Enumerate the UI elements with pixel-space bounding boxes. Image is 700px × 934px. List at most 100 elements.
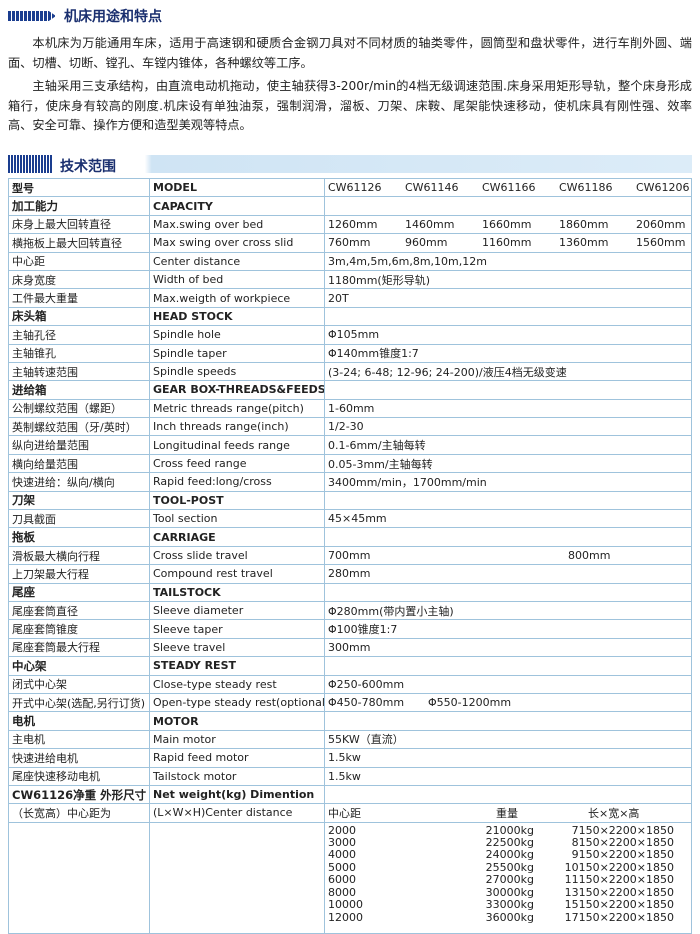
cn-label: 闭式中心架: [8, 674, 150, 694]
en-label: Width of bed: [149, 269, 325, 290]
en-label: Inch threads range(inch): [149, 417, 325, 437]
value-cell: 1-60mm: [324, 398, 692, 419]
value-cell: [324, 711, 692, 731]
value-cell: 中心距 重量 长×宽×高: [324, 803, 692, 823]
value: 280mm: [328, 567, 371, 581]
value: CW61146: [405, 181, 459, 195]
cn-label: 主轴转速范围: [8, 361, 150, 382]
value-cell: [324, 656, 692, 676]
cn-label: 滑板最大横向行程: [8, 545, 150, 566]
cn-label: 拖板: [8, 527, 150, 547]
table-row: 尾座套筒最大行程 Sleeve travel 300mm: [8, 637, 692, 658]
value-cell: Φ105mm: [324, 325, 692, 345]
value: CW61186: [559, 181, 613, 195]
value-cell: 300mm: [324, 637, 692, 658]
value: Φ550-1200mm: [428, 696, 512, 710]
cn-label: （长宽高）中心距为: [8, 803, 150, 823]
table-row: 工件最大重量 Max.weigth of workpiece 20T: [8, 288, 692, 308]
value: 1/2-30: [328, 420, 364, 434]
value: 3400mm/min，1700mm/min: [328, 475, 487, 489]
en-label: Max.weigth of workpiece: [149, 288, 325, 308]
value-cell: [324, 196, 692, 216]
en-label: Center distance: [149, 251, 325, 271]
cn-label: 公制螺纹范围（螺距）: [8, 398, 150, 419]
value-cell: 55KW（直流）: [324, 729, 692, 750]
dims-value: 7150×2200×1850: [571, 823, 674, 837]
dims-value: 25500kg: [485, 860, 534, 874]
value-cell: Φ250-600mm: [324, 674, 692, 694]
value: Φ450-780mm: [328, 696, 405, 710]
section-header: 技术范围: [8, 155, 692, 175]
value-cell: 2000 21000kg 7150×2200×1850 3000 22500kg 8150…: [324, 821, 692, 934]
cn-label: 型号: [8, 177, 150, 198]
value: 760mm: [328, 236, 371, 250]
en-label: GEAR BOX-THREADS&FEEDS: [149, 380, 325, 400]
table-row: 刀具截面 Tool section 45×45mm: [8, 509, 692, 529]
value: 0.1-6mm/主轴每转: [328, 439, 426, 453]
value: Φ250-600mm: [328, 677, 405, 691]
header-icon: [8, 155, 143, 173]
en-label: Max.swing over bed: [149, 214, 325, 235]
table-row: 尾座套筒直径 Sleeve diameter Φ280mm(带内置小主轴): [8, 600, 692, 621]
cn-label: 横向给量范围: [8, 453, 150, 474]
en-label: Open-type steady rest(optional): [149, 692, 325, 713]
dims-value: 6000: [328, 873, 356, 887]
dims-line: 12000 36000kg 17150×2200×1850: [328, 911, 688, 924]
table-row: 纵向进给量范围 Longitudinal feeds range 0.1-6mm/主…: [8, 435, 692, 455]
table-row: 进给箱 GEAR BOX-THREADS&FEEDS: [8, 380, 692, 400]
dims-line: 3000 22500kg 8150×2200×1850: [328, 836, 688, 850]
en-label: Sleeve diameter: [149, 600, 325, 621]
dims-value: 10150×2200×1850: [564, 860, 674, 874]
value-cell: 45×45mm: [324, 509, 692, 529]
en-label: STEADY REST: [149, 656, 325, 676]
paragraph: 主轴采用三支承结构，由直流电动机拖动，使主轴获得3-200r/min的4档无级调…: [8, 79, 692, 132]
value: CW61126: [328, 181, 382, 195]
value-cell: 20T: [324, 288, 692, 308]
en-label: Longitudinal feeds range: [149, 435, 325, 455]
table-row: 横向给量范围 Cross feed range 0.05-3mm/主轴每转: [8, 453, 692, 474]
en-label: Rapid feed motor: [149, 748, 325, 768]
value-cell: 3400mm/min，1700mm/min: [324, 472, 692, 492]
dims-value: 15150×2200×1850: [564, 898, 674, 912]
cn-label: 横拖板上最大回转直径: [8, 233, 150, 253]
table-row: 闭式中心架 Close-type steady rest Φ250-600mm: [8, 674, 692, 694]
value: (3-24; 6-48; 12-96; 24-200)/液压4档无级变速: [328, 365, 567, 379]
table-row: 快速进给电机 Rapid feed motor 1.5kw: [8, 748, 692, 768]
value: 2060mm: [636, 217, 686, 231]
value-cell: 0.05-3mm/主轴每转: [324, 453, 692, 474]
dims-value: 2000: [328, 823, 356, 837]
en-label: Tailstock motor: [149, 766, 325, 786]
en-label: TOOL-POST: [149, 490, 325, 511]
value: CW61206: [636, 181, 690, 195]
dims-value: 21000kg: [485, 823, 534, 837]
dims-value: 8150×2200×1850: [571, 836, 674, 850]
en-label: Max swing over cross slid: [149, 233, 325, 253]
en-label: Compound rest travel: [149, 564, 325, 584]
value: 1360mm: [559, 236, 609, 250]
paragraph: 本机床为万能通用车床，适用于高速钢和硬质合金钢刀具对不同材质的轴类零件，圆筒型和…: [8, 36, 692, 70]
en-label: Cross feed range: [149, 453, 325, 474]
value: 长×宽×高: [588, 806, 640, 820]
en-label: (L×W×H)Center distance: [149, 803, 325, 823]
header-title: 机床用途和特点: [64, 9, 162, 25]
table-row: 滑板最大横向行程 Cross slide travel 700mm 800mm: [8, 545, 692, 566]
value: 1180mm(矩形导轨): [328, 273, 431, 287]
table-row: 主轴孔径 Spindle hole Φ105mm: [8, 325, 692, 345]
table-row: 尾座快速移动电机 Tailstock motor 1.5kw: [8, 766, 692, 786]
table-row: 中心距 Center distance 3m,4m,5m,6m,8m,10m,12m: [8, 251, 692, 271]
dims-value: 11150×2200×1850: [564, 873, 674, 887]
value-cell: Φ100锥度1:7: [324, 619, 692, 639]
dims-value: 27000kg: [485, 873, 534, 887]
en-label: Cross slide travel: [149, 545, 325, 566]
cn-label: 床头箱: [8, 306, 150, 327]
intro: 本机床为万能通用车床，适用于高速钢和硬质合金钢刀具对不同材质的轴类零件，圆筒型和…: [8, 34, 692, 140]
cn-label: 中心架: [8, 656, 150, 676]
en-label: Tool section: [149, 509, 325, 529]
cn-label: 主轴孔径: [8, 325, 150, 345]
table-row: 型号 MODEL CW61126 CW61146 CW61166 CW61186 CW612…: [8, 177, 692, 198]
value: 1560mm: [636, 236, 686, 250]
table-row: 上刀架最大行程 Compound rest travel 280mm: [8, 564, 692, 584]
value-cell: 1.5kw: [324, 748, 692, 768]
value: 1260mm: [328, 217, 378, 231]
section-header: 机床用途和特点: [0, 4, 700, 28]
